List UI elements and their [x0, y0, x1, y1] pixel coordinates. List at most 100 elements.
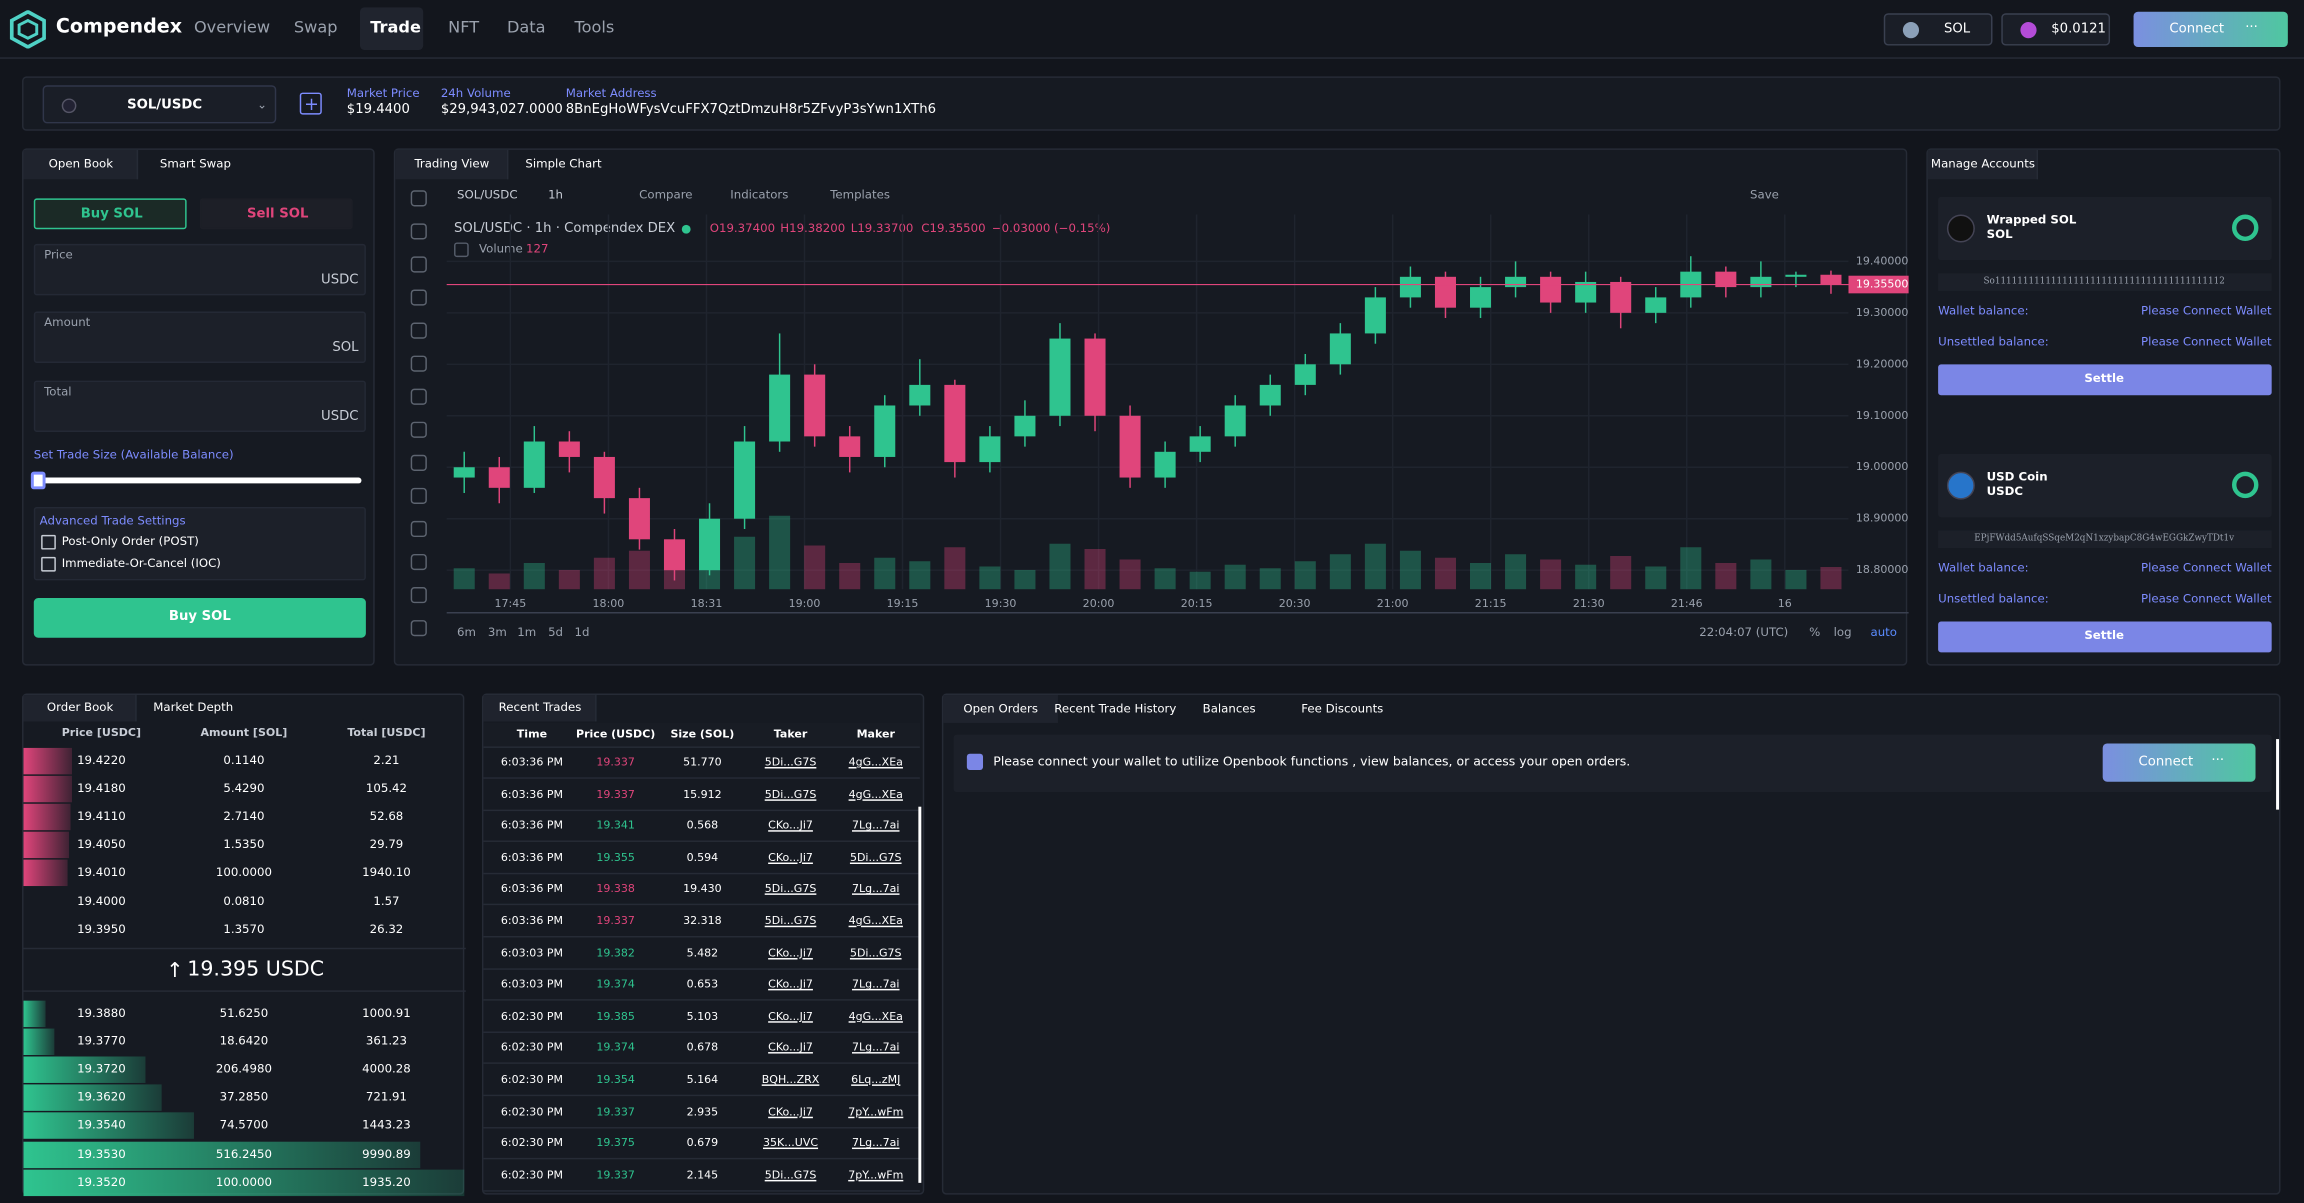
- trade-cell[interactable]: 4gG...XEa: [848, 913, 903, 928]
- trade-cell[interactable]: CKo...Ji7: [768, 850, 813, 864]
- token-name: USD Coin: [1986, 470, 2048, 484]
- input-field[interactable]: Amount SOL: [33, 311, 366, 363]
- range-button[interactable]: 5d: [548, 625, 564, 640]
- trade-cell[interactable]: 35K...UVC: [762, 1136, 819, 1150]
- toolbar-tool[interactable]: Compare: [639, 188, 693, 202]
- add-market[interactable]: +: [299, 92, 322, 115]
- settle-button[interactable]: Settle: [1938, 364, 2272, 396]
- tab[interactable]: Recent Trade History: [1054, 695, 1176, 723]
- tool-icon: [410, 388, 427, 405]
- tab[interactable]: Simple Chart: [508, 150, 618, 179]
- tab[interactable]: Smart Swap: [138, 150, 253, 179]
- trade-cell[interactable]: 5Di...G7S: [764, 913, 817, 928]
- trade-cell: 51.770: [683, 755, 722, 769]
- row-divider: [483, 777, 920, 779]
- row-divider: [483, 1031, 920, 1033]
- candle-body: [874, 405, 896, 457]
- wallet-pill[interactable]: SOL: [1883, 13, 1993, 46]
- trade-cell[interactable]: 5Di...G7S: [764, 1167, 817, 1182]
- checkbox[interactable]: [41, 556, 56, 572]
- range-button[interactable]: 1d: [574, 625, 590, 640]
- trade-cell[interactable]: CKo...Ji7: [768, 977, 813, 991]
- field-unit: USDC: [321, 273, 359, 289]
- trade-cell[interactable]: 5Di...G7S: [764, 786, 817, 801]
- book-cell: 0.0810: [223, 894, 265, 908]
- volume-bar: [593, 557, 615, 590]
- y-tick-label: 18.80000: [1856, 563, 1909, 576]
- trade-cell[interactable]: 7Lg...7ai: [852, 1136, 900, 1150]
- tab[interactable]: Trading View: [395, 149, 509, 180]
- trade-cell[interactable]: 7pY...wFm: [848, 1104, 904, 1118]
- tab[interactable]: Balances: [1173, 695, 1286, 723]
- scale-option[interactable]: %: [1809, 625, 1821, 640]
- toolbar-save[interactable]: Save: [1750, 188, 1779, 202]
- settle-button[interactable]: Settle: [1938, 621, 2272, 653]
- range-button[interactable]: 3m: [487, 625, 507, 640]
- nav-link[interactable]: Data: [506, 17, 546, 37]
- trade-cell[interactable]: 4gG...XEa: [848, 755, 903, 769]
- input-field[interactable]: Price USDC: [33, 243, 366, 296]
- connect-button[interactable]: Connect ···: [2133, 11, 2288, 48]
- scale-option[interactable]: auto: [1870, 625, 1897, 640]
- trade-cell[interactable]: 5Di...G7S: [764, 882, 817, 896]
- orders-panel: Open Orders Recent Trade History Balances F…: [941, 693, 2281, 1195]
- token-symbol: USDC: [1986, 484, 2024, 499]
- trade-cell[interactable]: 6Lq...zMJ: [851, 1072, 901, 1086]
- trade-cell: 5.482: [686, 945, 719, 959]
- trade-cell[interactable]: 7Lg...7ai: [852, 1040, 900, 1055]
- nav-link[interactable]: NFT: [448, 17, 480, 37]
- tab[interactable]: Open Book: [23, 149, 139, 180]
- slider-thumb[interactable]: [30, 471, 46, 490]
- trade-cell[interactable]: 5Di...G7S: [764, 755, 817, 769]
- pair-icon: [61, 98, 77, 114]
- tab[interactable]: Market Depth: [137, 695, 250, 721]
- trade-cell[interactable]: CKo...Ji7: [768, 818, 813, 832]
- nav-link[interactable]: Trade: [370, 17, 421, 37]
- range-button[interactable]: 1m: [517, 625, 537, 640]
- trade-cell[interactable]: CKo...Ji7: [768, 1104, 813, 1118]
- trade-cell: 6:03:03 PM: [500, 945, 563, 959]
- connect-dots: ···: [2211, 753, 2225, 769]
- tab[interactable]: Fee Discounts: [1286, 695, 1399, 723]
- trade-cell[interactable]: 7pY...wFm: [848, 1167, 904, 1182]
- trade-cell[interactable]: 4gG...XEa: [848, 1009, 903, 1023]
- tab[interactable]: Order Book: [23, 695, 137, 722]
- tab[interactable]: Manage Accounts: [1927, 149, 2039, 180]
- checkbox[interactable]: [41, 534, 56, 550]
- depth-bar: [23, 888, 25, 915]
- nav-link[interactable]: Swap: [293, 17, 338, 37]
- book-cell: 29.79: [369, 837, 404, 852]
- balance-label: Wallet balance:: [1938, 561, 2029, 575]
- submit-button[interactable]: Buy SOL: [33, 598, 366, 638]
- scale-option[interactable]: log: [1833, 625, 1852, 640]
- toolbar-tool[interactable]: Templates: [830, 188, 890, 202]
- trade-cell[interactable]: 5Di...G7S: [849, 945, 902, 959]
- side-button[interactable]: Buy SOL: [33, 198, 187, 230]
- tab[interactable]: Open Orders: [943, 695, 1058, 723]
- tool-icon: [410, 553, 427, 571]
- tab-label: Order Book: [46, 700, 114, 715]
- range-button[interactable]: 6m: [456, 625, 476, 640]
- trade-cell[interactable]: 7Lg...7ai: [852, 977, 900, 991]
- nav-link[interactable]: Tools: [574, 17, 615, 37]
- trade-cell[interactable]: CKo...Ji7: [768, 945, 813, 959]
- trade-cell[interactable]: 4gG...XEa: [848, 786, 903, 801]
- trade-cell[interactable]: 7Lg...7ai: [852, 818, 900, 832]
- tool-icon: [410, 322, 427, 339]
- pair-select[interactable]: SOL/USDC ⌄: [42, 85, 277, 124]
- input-field[interactable]: Total USDC: [33, 380, 366, 433]
- tab[interactable]: Recent Trades: [483, 695, 597, 722]
- wallet-pill[interactable]: $0.0121: [2001, 13, 2111, 46]
- trade-cell[interactable]: CKo...Ji7: [768, 1009, 813, 1023]
- side-button[interactable]: Sell SOL: [199, 198, 353, 230]
- trade-cell[interactable]: BQH...ZRX: [761, 1072, 820, 1086]
- trade-cell[interactable]: CKo...Ji7: [768, 1040, 813, 1055]
- trade-cell[interactable]: 7Lg...7ai: [852, 882, 900, 896]
- trade-cell[interactable]: 5Di...G7S: [849, 850, 902, 864]
- plus: +: [304, 94, 319, 115]
- nav-link[interactable]: Overview: [193, 17, 271, 37]
- toolbar-tool[interactable]: Indicators: [730, 188, 789, 202]
- token-status[interactable]: [2232, 214, 2259, 241]
- token-status[interactable]: [2232, 471, 2259, 499]
- connect-button[interactable]: Connect ···: [2102, 743, 2256, 782]
